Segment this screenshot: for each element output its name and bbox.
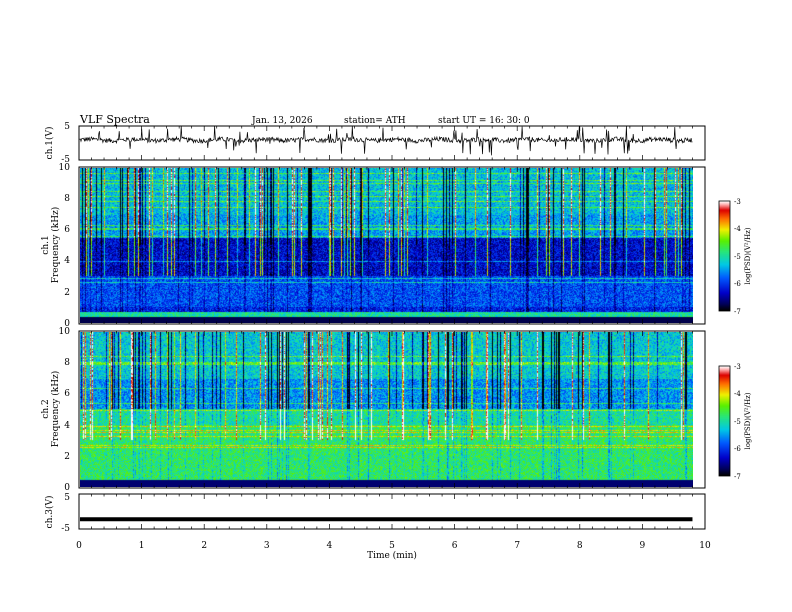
ch2-spec-ytick-6: 6 (64, 389, 70, 399)
ch1-colorbar-frame (718, 200, 731, 312)
date-label: Jan. 13, 2026 (251, 116, 313, 126)
ch2-spec-channel-label: ch.2 (41, 399, 51, 418)
ch3-waveform-frame (78, 493, 706, 530)
ch2-spec-ylabel: Frequency (kHz) (50, 371, 61, 448)
ch1-spec-ytick-10: 10 (59, 163, 71, 173)
ch1-spectrogram-image (80, 168, 693, 323)
x-axis-ticks (78, 126, 706, 529)
ch2-spec-ytick-4: 4 (64, 421, 70, 431)
ch1-waveform-frame (78, 125, 706, 161)
ch1-colorbar-tick-3: -3 (734, 198, 741, 206)
ch2-colorbar-tick-5: -5 (734, 418, 741, 426)
ch2-spectrogram-panel: 10 8 6 4 2 0 ch.2 Frequency (kHz) (41, 327, 706, 493)
ch1-waveform-ylabel: ch.1(V) (44, 127, 55, 160)
x-tick-label-7: 7 (514, 541, 520, 551)
ch3-waveform-panel: 5 -5 ch.3(V) (44, 493, 706, 534)
ch2-spec-ytick-10: 10 (59, 327, 71, 337)
x-tick-label-3: 3 (264, 541, 270, 551)
ch2-colorbar-gradient (719, 366, 730, 476)
ch2-colorbar-label: log(PSD)(V²/Hz) (744, 392, 752, 449)
ch2-colorbar-tick-6: -6 (734, 445, 741, 453)
ch1-spectrogram-panel: 10 8 6 4 2 0 ch.1 Frequency (kHz) (41, 163, 706, 329)
x-axis-tick-labels: 0 1 2 3 4 5 6 7 8 9 10 (76, 541, 711, 551)
figure-title: VLF Spectra (79, 113, 150, 126)
ch1-spec-ytick-2: 2 (64, 288, 70, 298)
ch1-spec-ytick-0: 0 (64, 319, 70, 329)
ch1-colorbar-label: log(PSD)(V²/Hz) (744, 227, 752, 284)
station-label: station= ATH (344, 116, 406, 126)
ch2-spec-ytick-8: 8 (64, 358, 70, 368)
ch3-ytick-bottom: -5 (61, 524, 70, 534)
x-tick-label-0: 0 (76, 541, 82, 551)
x-tick-label-4: 4 (327, 541, 333, 551)
x-tick-label-6: 6 (452, 541, 458, 551)
ch3-ytick-top: 5 (64, 493, 70, 503)
x-tick-label-1: 1 (139, 541, 145, 551)
ch2-colorbar-tick-7: -7 (734, 473, 741, 481)
x-tick-label-8: 8 (577, 541, 583, 551)
ch1-spec-ytick-6: 6 (64, 225, 70, 235)
ch1-ytick-bottom: -5 (61, 155, 70, 165)
ch1-colorbar: -3 -4 -5 -6 -7 log(PSD)(V²/Hz) (718, 198, 752, 316)
ch1-spec-ytick-8: 8 (64, 194, 70, 204)
ch1-waveform-line (79, 125, 693, 156)
ch2-colorbar-tick-4: -4 (734, 390, 741, 398)
ch1-colorbar-tick-5: -5 (734, 253, 741, 261)
ch2-spec-ytick-0: 0 (64, 483, 70, 493)
x-tick-label-9: 9 (640, 541, 646, 551)
ch1-colorbar-tick-4: -4 (734, 225, 741, 233)
ch3-waveform-ylabel: ch.3(V) (44, 496, 55, 529)
ch2-colorbar: -3 -4 -5 -6 -7 log(PSD)(V²/Hz) (718, 363, 752, 481)
x-tick-label-2: 2 (201, 541, 207, 551)
ch2-spectrogram-image (80, 332, 693, 487)
ch1-colorbar-gradient (719, 201, 730, 311)
x-tick-label-5: 5 (389, 541, 395, 551)
ch2-colorbar-frame (718, 365, 731, 477)
ch1-spec-channel-label: ch.1 (41, 235, 51, 254)
ch1-colorbar-tick-7: -7 (734, 308, 741, 316)
ch1-spec-ytick-4: 4 (64, 256, 70, 266)
start-time-label: start UT = 16: 30: 0 (438, 116, 530, 126)
ch2-spec-ytick-2: 2 (64, 452, 70, 462)
x-axis-label: Time (min) (367, 550, 417, 561)
ch1-colorbar-tick-6: -6 (734, 280, 741, 288)
ch1-ytick-top: 5 (64, 122, 70, 132)
x-tick-label-10: 10 (699, 541, 711, 551)
ch2-colorbar-tick-3: -3 (734, 363, 741, 371)
ch1-spec-ylabel: Frequency (kHz) (50, 207, 61, 284)
ch1-waveform-panel: 5 -5 ch.1(V) (44, 122, 706, 165)
